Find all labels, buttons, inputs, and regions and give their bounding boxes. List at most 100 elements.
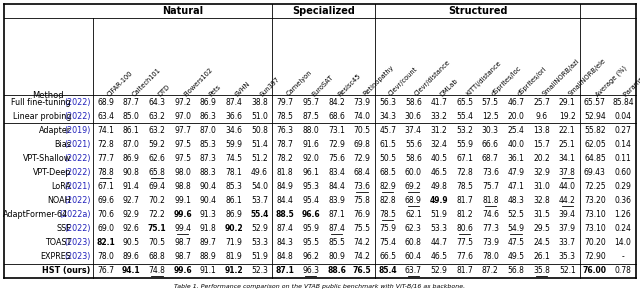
Text: 90.2: 90.2	[225, 224, 243, 233]
Text: 69.43: 69.43	[584, 168, 606, 177]
Text: 63.7: 63.7	[405, 266, 422, 275]
Text: 66.6: 66.6	[482, 140, 499, 149]
Text: 76.5: 76.5	[353, 266, 371, 275]
Text: (2023): (2023)	[65, 252, 91, 261]
Text: 72.2: 72.2	[148, 210, 165, 219]
Text: 0.60: 0.60	[614, 168, 631, 177]
Text: 62.1: 62.1	[405, 210, 422, 219]
Text: 46.5: 46.5	[431, 252, 447, 261]
Text: 98.0: 98.0	[174, 168, 191, 177]
Text: 52.9: 52.9	[431, 266, 447, 275]
Text: Structured: Structured	[448, 6, 508, 16]
Text: 81.7: 81.7	[456, 266, 473, 275]
Text: 97.5: 97.5	[174, 154, 191, 163]
Text: 62.05: 62.05	[584, 140, 606, 149]
Text: 91.2: 91.2	[225, 266, 243, 275]
Text: 82.9: 82.9	[380, 182, 396, 191]
Text: 54.9: 54.9	[508, 224, 524, 233]
Text: 98.7: 98.7	[174, 252, 191, 261]
Text: 46.5: 46.5	[431, 168, 447, 177]
Text: HST (ours): HST (ours)	[42, 266, 91, 275]
Text: DTD: DTD	[157, 83, 171, 97]
Text: 82.8: 82.8	[380, 196, 396, 205]
Text: 34.6: 34.6	[225, 126, 243, 135]
Text: 96.1: 96.1	[302, 168, 319, 177]
Text: 91.4: 91.4	[123, 182, 140, 191]
Text: 85.3: 85.3	[200, 140, 216, 149]
Text: 0.04: 0.04	[614, 112, 631, 121]
Text: 87.4: 87.4	[276, 224, 294, 233]
Text: 51.9: 51.9	[251, 252, 268, 261]
Text: 74.1: 74.1	[97, 126, 114, 135]
Text: 70.20: 70.20	[584, 238, 606, 247]
Text: 98.7: 98.7	[174, 238, 191, 247]
Text: 95.3: 95.3	[302, 182, 319, 191]
Text: 55.82: 55.82	[584, 126, 605, 135]
Text: 12.5: 12.5	[482, 112, 499, 121]
Text: 25.1: 25.1	[559, 140, 575, 149]
Text: 37.4: 37.4	[405, 126, 422, 135]
Text: 40.0: 40.0	[508, 140, 524, 149]
Text: 74.0: 74.0	[353, 112, 371, 121]
Text: 97.2: 97.2	[174, 98, 191, 107]
Text: 30.3: 30.3	[482, 126, 499, 135]
Text: 38.8: 38.8	[251, 98, 268, 107]
Text: 91.6: 91.6	[302, 140, 319, 149]
Text: 29.5: 29.5	[533, 224, 550, 233]
Text: 51.2: 51.2	[251, 154, 268, 163]
Text: 26.1: 26.1	[533, 252, 550, 261]
Text: 85.0: 85.0	[123, 112, 140, 121]
Text: 0.11: 0.11	[614, 154, 631, 163]
Text: 87.2: 87.2	[482, 266, 499, 275]
Text: 50.8: 50.8	[251, 126, 268, 135]
Text: 81.7: 81.7	[456, 196, 473, 205]
Text: 64.85: 64.85	[584, 154, 606, 163]
Text: 68.4: 68.4	[354, 168, 371, 177]
Text: 63.2: 63.2	[148, 126, 165, 135]
Text: (2022): (2022)	[64, 98, 91, 107]
Text: 68.7: 68.7	[482, 154, 499, 163]
Text: 97.7: 97.7	[174, 126, 191, 135]
Text: 52.5: 52.5	[508, 210, 524, 219]
Text: 74.5: 74.5	[225, 154, 243, 163]
Text: 59.2: 59.2	[148, 140, 165, 149]
Text: 74.8: 74.8	[148, 266, 165, 275]
Text: 69.4: 69.4	[148, 182, 165, 191]
Text: 78.0: 78.0	[97, 252, 114, 261]
Text: 66.5: 66.5	[380, 252, 396, 261]
Text: 69.0: 69.0	[97, 224, 114, 233]
Text: 99.6: 99.6	[173, 266, 192, 275]
Text: 20.2: 20.2	[533, 154, 550, 163]
Text: 88.0: 88.0	[303, 126, 319, 135]
Text: 86.9: 86.9	[225, 210, 243, 219]
Text: 78.0: 78.0	[482, 252, 499, 261]
Text: 71.9: 71.9	[225, 238, 243, 247]
Text: 95.4: 95.4	[302, 196, 319, 205]
Text: 95.9: 95.9	[302, 224, 319, 233]
Text: Clevr/distance: Clevr/distance	[413, 59, 451, 97]
Text: Average (%): Average (%)	[595, 64, 628, 98]
Text: 69.8: 69.8	[354, 140, 371, 149]
Text: Specialized: Specialized	[292, 6, 355, 16]
Text: 87.3: 87.3	[200, 154, 216, 163]
Text: 37.8: 37.8	[559, 168, 576, 177]
Text: 85.4: 85.4	[378, 266, 397, 275]
Text: 81.8: 81.8	[277, 168, 294, 177]
Text: 24.5: 24.5	[533, 238, 550, 247]
Text: 91.8: 91.8	[200, 224, 216, 233]
Text: 47.1: 47.1	[508, 182, 524, 191]
Text: Camelyon: Camelyon	[285, 69, 313, 97]
Text: 52.3: 52.3	[251, 266, 268, 275]
Text: 92.6: 92.6	[123, 224, 140, 233]
Text: 87.4: 87.4	[225, 98, 243, 107]
Text: 85.3: 85.3	[225, 182, 243, 191]
Text: AdaptFormer-64: AdaptFormer-64	[3, 210, 68, 219]
Text: NOAH: NOAH	[47, 196, 71, 205]
Text: 49.5: 49.5	[508, 252, 524, 261]
Text: 87.1: 87.1	[276, 266, 294, 275]
Text: 80.9: 80.9	[328, 252, 345, 261]
Text: 86.1: 86.1	[123, 126, 140, 135]
Text: 92.9: 92.9	[123, 210, 140, 219]
Text: 61.5: 61.5	[380, 140, 396, 149]
Text: 22.1: 22.1	[559, 126, 575, 135]
